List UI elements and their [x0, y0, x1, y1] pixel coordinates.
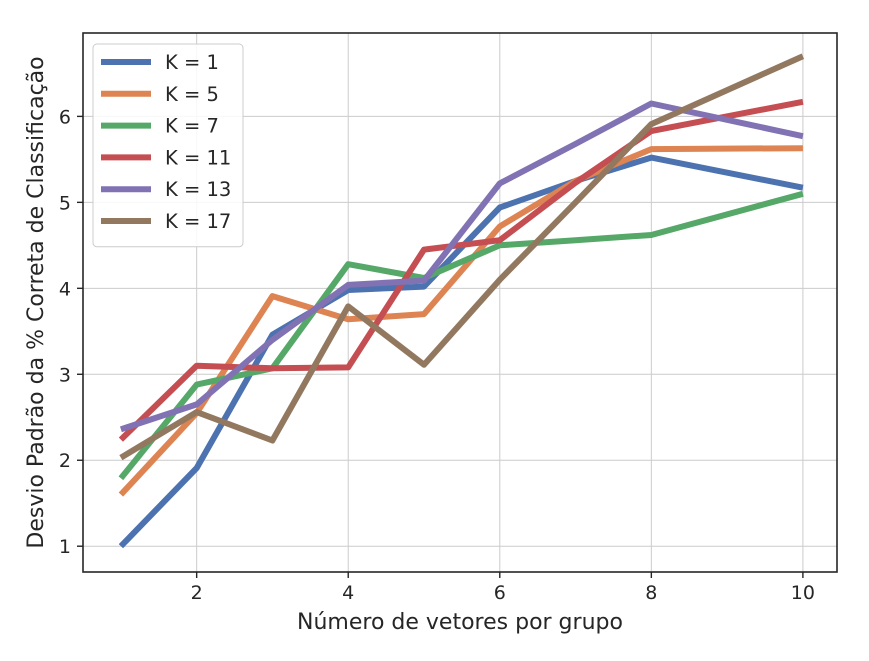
y-tick-label: 6 — [59, 106, 71, 128]
legend-label: K = 1 — [165, 51, 219, 74]
legend-label: K = 5 — [165, 83, 219, 106]
x-axis-ticks: 2 4 6 8 10 — [191, 572, 815, 604]
legend-label: K = 13 — [165, 178, 231, 201]
legend-label: K = 7 — [165, 115, 219, 138]
y-axis-title: Desvio Padrão da % Correta de Classifica… — [24, 56, 49, 548]
x-axis-title: Número de vetores por grupo — [297, 610, 623, 635]
x-tick-label: 4 — [342, 582, 354, 604]
y-axis-ticks: 1 2 3 4 5 6 — [59, 106, 83, 558]
y-tick-label: 1 — [59, 536, 71, 558]
x-tick-label: 6 — [494, 582, 506, 604]
y-tick-label: 2 — [59, 450, 71, 472]
y-tick-label: 3 — [59, 364, 71, 386]
x-tick-label: 10 — [791, 582, 815, 604]
legend-label: K = 11 — [165, 146, 231, 169]
series-line-k5 — [118, 145, 803, 497]
legend: K = 1 K = 5 K = 7 K = 11 K = 13 K = 17 — [92, 43, 244, 248]
y-tick-label: 4 — [59, 278, 71, 300]
legend-label: K = 17 — [165, 210, 231, 233]
x-tick-label: 2 — [191, 582, 203, 604]
series-line-k13 — [119, 100, 804, 433]
series-line-k17 — [119, 53, 805, 461]
plot-frame — [82, 32, 838, 573]
y-tick-label: 5 — [59, 192, 71, 214]
series-group — [118, 53, 805, 549]
x-tick-label: 8 — [645, 582, 657, 604]
